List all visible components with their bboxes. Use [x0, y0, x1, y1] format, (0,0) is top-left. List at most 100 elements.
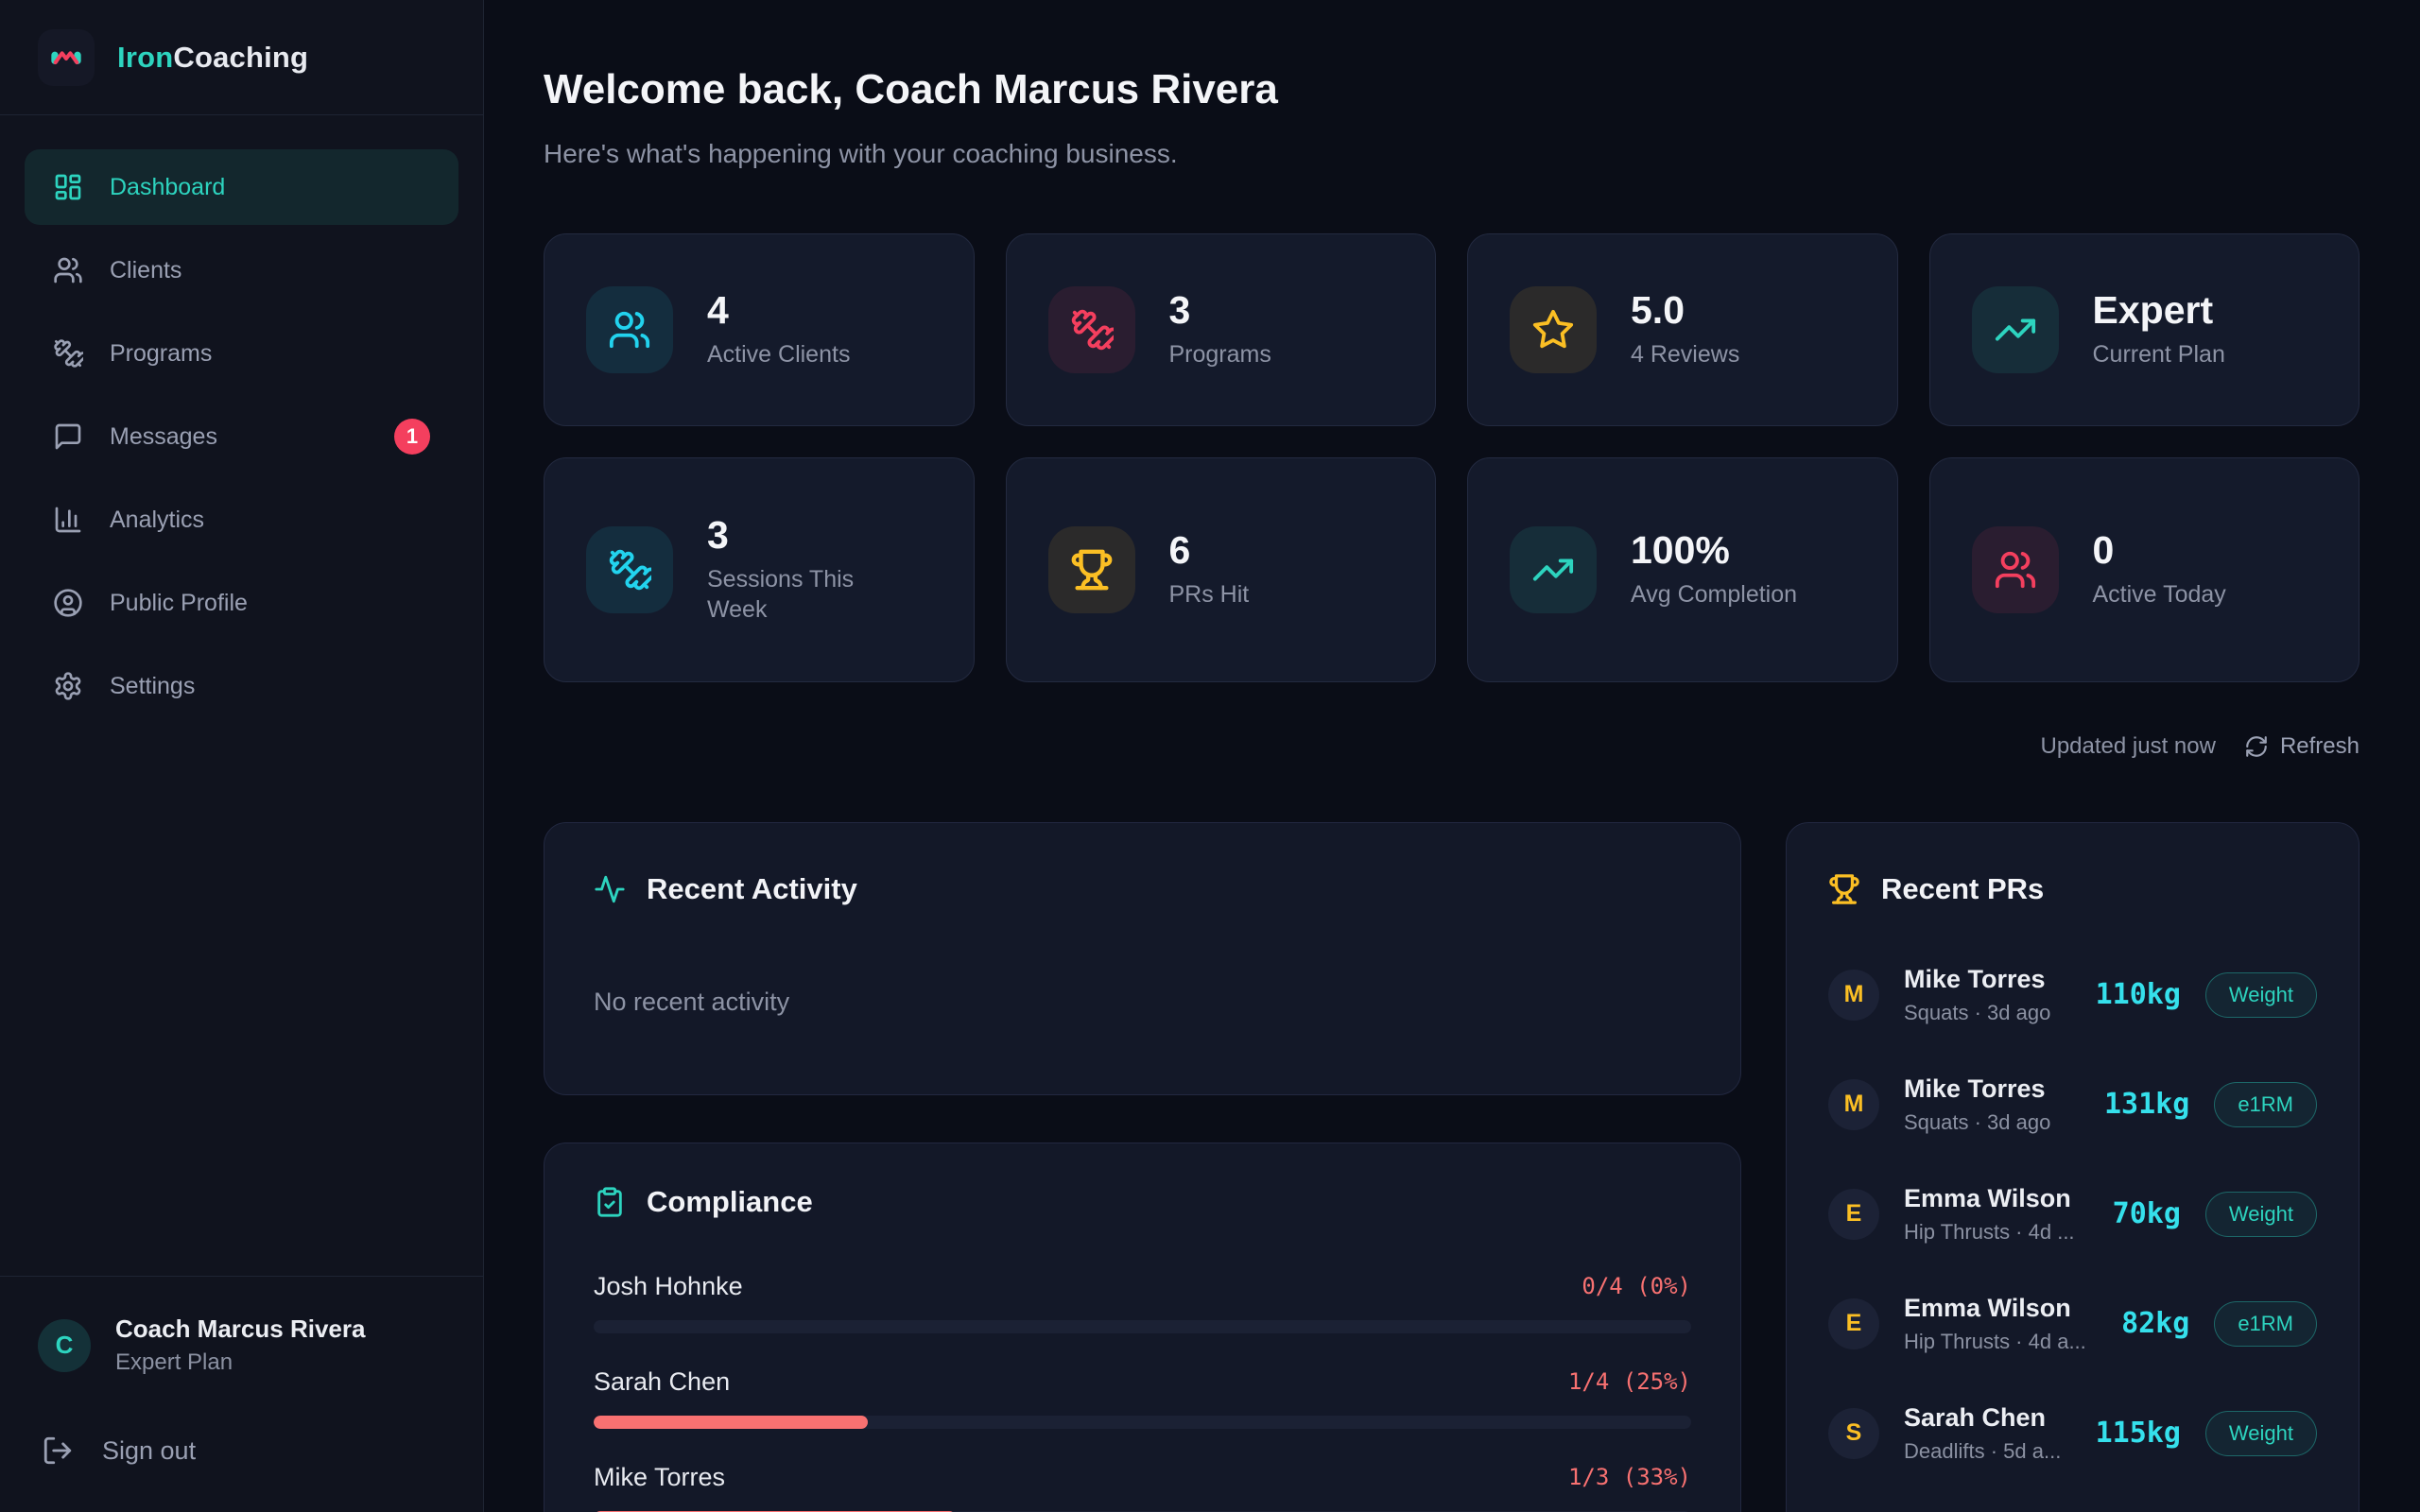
stats-grid: 4 Active Clients 3 Programs 5.0 4 Review… — [544, 232, 2360, 682]
compliance-card: Compliance Josh Hohnke 0/4 (0%) — [544, 1142, 1741, 1512]
trophy-icon — [1829, 873, 1859, 904]
sidebar-item-label: Settings — [110, 672, 196, 699]
pr-detail: Squats · 3d ago — [1904, 1109, 2051, 1134]
progress-fill — [594, 1510, 957, 1512]
pr-client-name: Mike Torres — [1904, 1074, 2046, 1103]
refresh-button[interactable]: Refresh — [2244, 733, 2360, 760]
message-square-icon — [55, 423, 81, 450]
users-icon — [54, 257, 82, 284]
recent-activity-empty: No recent activity — [594, 987, 790, 1016]
gear-icon — [55, 672, 81, 700]
user-avatar: C — [38, 1318, 91, 1372]
sidebar-item-label: Messages — [110, 422, 217, 450]
compliance-value: 1/3 (33%) — [1567, 1464, 1691, 1491]
stat-card-prs-hit: 6 PRs Hit — [1005, 456, 1436, 682]
stat-card-sessions-week: 3 Sessions This Week — [544, 456, 975, 682]
trophy-icon — [1047, 525, 1135, 613]
stat-label: Active Clients — [707, 340, 851, 368]
pr-value: 131kg — [2104, 1088, 2190, 1122]
page-subtitle: Here's what's happening with your coachi… — [544, 138, 1178, 168]
pr-value: 110kg — [2095, 978, 2181, 1012]
sidebar-item-label: Public Profile — [110, 589, 248, 616]
sidebar-item-label: Dashboard — [110, 173, 226, 200]
pr-avatar: S — [1828, 1407, 1879, 1459]
stat-card-current-plan: Expert Current Plan — [1928, 232, 2360, 426]
pr-client-name: Emma Wilson — [1904, 1293, 2071, 1322]
sidebar-item-label: Analytics — [110, 506, 205, 533]
stat-card-avg-completion: 100% Avg Completion — [1467, 456, 1898, 682]
bar-chart-icon — [55, 507, 81, 533]
stat-card-programs: 3 Programs — [1005, 232, 1436, 426]
sidebar-item-label: Programs — [110, 339, 213, 367]
progress-track — [594, 1415, 1691, 1429]
stat-value: 4 — [707, 287, 729, 332]
sidebar-nav: Dashboard Clients Programs Messages 1 — [0, 115, 483, 1276]
compliance-value: 0/4 (0%) — [1582, 1273, 1691, 1300]
main-content: Welcome back, Coach Marcus Rivera Here's… — [484, 0, 2420, 1512]
refresh-label: Refresh — [2279, 732, 2360, 759]
sidebar-item-dashboard[interactable]: Dashboard — [25, 149, 458, 225]
users-icon — [1971, 525, 2059, 613]
sidebar-item-messages[interactable]: Messages 1 — [25, 399, 458, 474]
pr-client-name: Sarah Chen — [1904, 1402, 2047, 1432]
sign-out-label: Sign out — [102, 1435, 197, 1465]
stat-label: 4 Reviews — [1631, 340, 1740, 368]
pr-type-badge: Weight — [2204, 1191, 2317, 1237]
pr-list-item: E Emma Wilson Hip Thrusts · 4d a... 82kg… — [1828, 1294, 2317, 1354]
sidebar-footer: C Coach Marcus Rivera Expert Plan Sign o… — [0, 1276, 483, 1512]
stat-value: 100% — [1631, 527, 1730, 572]
sidebar-item-public-profile[interactable]: Public Profile — [25, 565, 458, 641]
stat-label: Avg Completion — [1631, 580, 1798, 608]
recent-prs-title: Recent PRs — [1881, 871, 2045, 905]
progress-track — [594, 1510, 1691, 1512]
recent-activity-title: Recent Activity — [647, 871, 857, 905]
sidebar-item-analytics[interactable]: Analytics — [25, 482, 458, 558]
stat-value: 3 — [707, 512, 729, 557]
compliance-row: Sarah Chen 1/4 (25%) — [594, 1367, 1691, 1429]
pr-list-item: M Mike Torres Squats · 3d ago 110kg Weig… — [1828, 965, 2317, 1025]
stat-card-reviews: 5.0 4 Reviews — [1467, 232, 1898, 426]
sign-out-button[interactable]: Sign out — [38, 1435, 445, 1467]
brand-header: IronCoaching — [0, 0, 483, 115]
user-profile: C Coach Marcus Rivera Expert Plan — [38, 1314, 445, 1376]
star-icon — [1510, 285, 1597, 373]
pr-type-badge: e1RM — [2214, 1081, 2317, 1127]
trending-up-icon — [1971, 285, 2059, 373]
pr-type-badge: e1RM — [2214, 1300, 2317, 1347]
stat-label: Current Plan — [2092, 340, 2225, 368]
progress-track — [594, 1319, 1691, 1333]
clipboard-check-icon — [597, 1187, 622, 1217]
pr-client-name: Emma Wilson — [1904, 1183, 2071, 1212]
status-bar: Updated just now Refresh — [544, 733, 2360, 760]
pr-type-badge: Weight — [2204, 971, 2317, 1018]
sidebar-item-settings[interactable]: Settings — [25, 648, 458, 724]
pr-detail: Squats · 3d ago — [1904, 1000, 2051, 1024]
pr-avatar: E — [1828, 1297, 1879, 1349]
stat-value: 5.0 — [1631, 287, 1685, 332]
recent-prs-card: Recent PRs M Mike Torres Squats · 3d ago… — [1786, 821, 2360, 1512]
stat-value: Expert — [2092, 287, 2214, 332]
stat-label: Programs — [1168, 340, 1271, 368]
stat-card-active-today: 0 Active Today — [1928, 456, 2360, 682]
stat-value: 6 — [1168, 527, 1191, 572]
compliance-row: Mike Torres 1/3 (33%) — [594, 1463, 1691, 1512]
pr-avatar: M — [1828, 969, 1879, 1021]
users-icon — [586, 285, 673, 373]
logout-icon — [43, 1436, 72, 1465]
messages-unread-badge: 1 — [394, 419, 430, 455]
stat-label: PRs Hit — [1168, 580, 1250, 608]
activity-icon — [595, 875, 625, 902]
compliance-value: 1/4 (25%) — [1567, 1368, 1691, 1396]
sidebar-item-clients[interactable]: Clients — [25, 232, 458, 308]
layout-dashboard-icon — [55, 174, 81, 200]
stat-label: Sessions This Week — [707, 565, 855, 624]
pr-detail: Deadlifts · 5d a... — [1904, 1438, 2062, 1463]
sidebar-item-programs[interactable]: Programs — [25, 316, 458, 391]
client-name: Mike Torres — [594, 1462, 726, 1491]
user-name: Coach Marcus Rivera — [115, 1314, 366, 1343]
pr-detail: Hip Thrusts · 4d a... — [1904, 1329, 2086, 1353]
pr-list-item: S Sarah Chen Deadlifts · 5d a... 115kg W… — [1828, 1403, 2317, 1464]
progress-fill — [594, 1415, 869, 1429]
compliance-title: Compliance — [647, 1184, 813, 1218]
pr-avatar: M — [1828, 1078, 1879, 1130]
